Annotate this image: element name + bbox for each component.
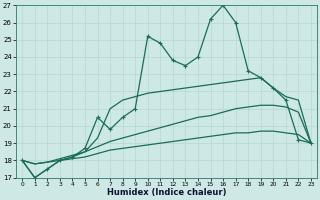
X-axis label: Humidex (Indice chaleur): Humidex (Indice chaleur) — [107, 188, 226, 197]
